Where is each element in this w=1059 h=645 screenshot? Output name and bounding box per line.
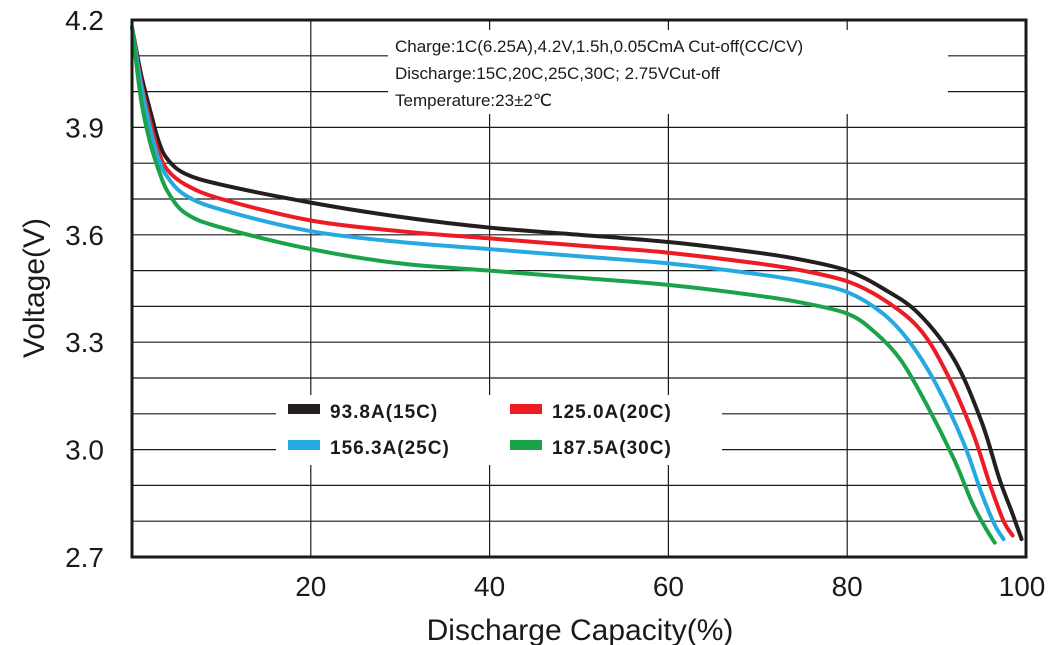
plot-frame [130,18,1028,559]
x-axis-label: Discharge Capacity(%) [427,614,734,645]
x-tick-label: 20 [295,571,326,602]
y-axis-label: Voltage(V) [18,218,51,358]
y-tick-label: 3.6 [65,220,104,251]
legend-swatch-30c [510,440,542,450]
series-line-2 [130,25,1006,542]
legend-label-25c: 156.3A(25C) [330,438,450,459]
y-tick-label: 2.7 [65,542,104,573]
series-line-1 [130,25,1015,538]
legend-swatch-25c [288,440,320,450]
x-tick-label: 80 [832,571,863,602]
annotation-box [388,30,948,114]
y-tick-label: 3.3 [65,327,104,358]
x-tick-label: 100 [999,571,1046,602]
legend-label-20c: 125.0A(20C) [552,402,672,423]
legend-swatch-15c [288,404,320,414]
series-lines [130,25,1024,545]
x-tick-label: 60 [653,571,684,602]
legend-label-15c: 93.8A(15C) [330,402,438,423]
legend-swatch-20c [510,404,542,414]
annotation-discharge: Discharge:15C,20C,25C,30C; 2.75VCut-off [395,64,720,83]
y-tick-label: 4.2 [65,5,104,36]
tick-labels: 2.7 3.0 3.3 3.6 3.9 4.2 20 40 60 80 100 [65,5,1045,602]
legend-label-30c: 187.5A(30C) [552,438,672,459]
series-line-3 [130,25,997,545]
annotation-charge: Charge:1C(6.25A),4.2V,1.5h,0.05CmA Cut-o… [395,37,803,56]
legend-background [276,395,722,465]
y-tick-label: 3.0 [65,435,104,466]
legend: 93.8A(15C) 125.0A(20C) 156.3A(25C) 187.5… [276,395,722,465]
series-line-0 [130,25,1024,542]
annotation-temperature: Temperature:23±2℃ [395,91,552,110]
x-tick-label: 40 [474,571,505,602]
y-tick-label: 3.9 [65,112,104,143]
